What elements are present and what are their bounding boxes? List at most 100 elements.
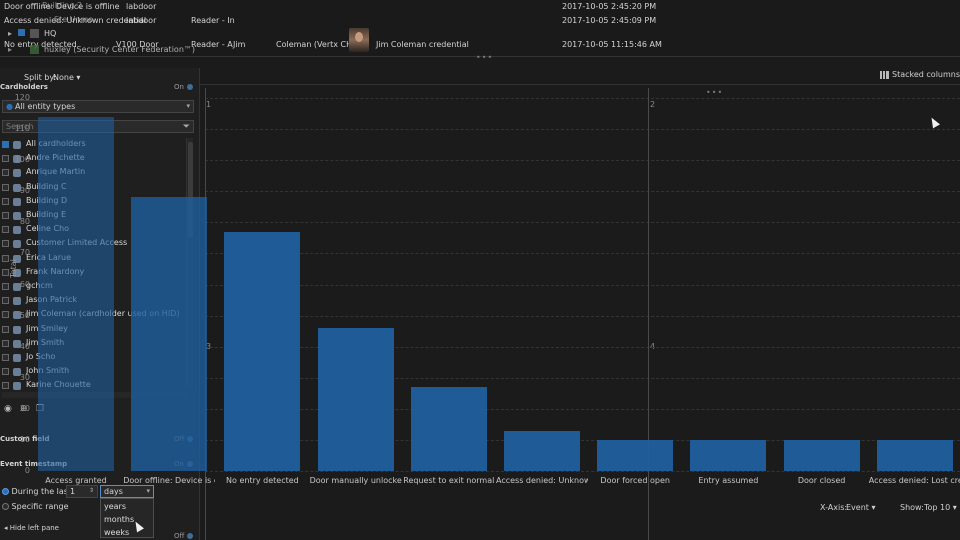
checkbox[interactable] (2, 183, 9, 191)
area-tree-item[interactable]: ▸ HQ (8, 29, 57, 38)
cardholder-icon (13, 368, 21, 377)
cardholder-icon (13, 382, 21, 391)
checkbox[interactable] (2, 354, 9, 361)
cardholders-toggle[interactable]: On (174, 83, 193, 91)
menu-item-weeks[interactable]: weeks (104, 528, 130, 537)
split-by-dropdown[interactable]: None ▾ (53, 73, 81, 82)
event-reader: Reader - A (191, 40, 233, 49)
event-time: 2017-10-05 2:45:20 PM (562, 2, 657, 11)
event-reader: Reader - In (191, 16, 235, 25)
chart-bar[interactable] (317, 328, 394, 471)
column-chart-icon (880, 70, 889, 79)
divider (200, 84, 960, 85)
chart-bar[interactable] (690, 439, 767, 471)
event-row[interactable]: No entry detected V100 Door Reader - A J… (0, 38, 960, 51)
during-last-option[interactable]: During the last (2, 487, 71, 496)
chart-bar[interactable] (876, 439, 953, 471)
chart-bar[interactable] (504, 430, 580, 471)
checkbox[interactable] (2, 197, 9, 205)
checkbox[interactable] (2, 325, 9, 333)
checkbox[interactable] (2, 339, 9, 347)
federation-icon (30, 45, 39, 54)
checkbox[interactable] (2, 155, 9, 163)
filter-icon[interactable]: ⏷ (182, 122, 190, 132)
event-row[interactable]: Access denied: Unknown credential labdoo… (0, 14, 960, 27)
footer-toggle[interactable]: Off (174, 532, 193, 540)
checkbox[interactable] (2, 382, 9, 390)
y-axis-label: Total (8, 259, 18, 278)
chart-bar[interactable] (131, 197, 208, 471)
event-door: labdoor (126, 2, 157, 11)
specific-range-option[interactable]: Specific range (2, 502, 69, 511)
chart-bar[interactable] (224, 231, 301, 471)
chart-bar[interactable] (410, 387, 487, 471)
gridline (205, 160, 960, 162)
checkbox[interactable] (2, 311, 9, 319)
event-first-name: Jim (233, 40, 246, 49)
resize-grip-icon[interactable]: ••• (476, 53, 494, 62)
expand-arrow-icon[interactable]: ▸ (8, 29, 13, 38)
cardholder-icon (13, 354, 21, 362)
expand-arrow-icon[interactable]: ▸ (8, 45, 13, 54)
y-tick-label: 0 (24, 466, 30, 475)
during-last-stepper[interactable]: 1 ⇕ (66, 485, 98, 498)
checkbox[interactable] (2, 141, 9, 148)
show-dropdown[interactable]: Top 10 ▾ (924, 503, 957, 512)
y-tick-label: 10 (19, 434, 30, 444)
area-tree-item[interactable]: ▸ huxley (Security Center Federation™) (8, 45, 196, 54)
checkbox[interactable] (2, 212, 9, 219)
x-tick-label: Door offline: Device is o... (123, 476, 215, 485)
y-tick-label: 100 (14, 155, 30, 165)
chart-bar[interactable] (38, 116, 114, 471)
cardholder-icon (13, 325, 21, 334)
radio-button[interactable] (2, 503, 9, 510)
chart-type-dropdown[interactable]: Stacked columns ▾ (880, 70, 960, 79)
cardholder-icon (13, 339, 21, 348)
event-row[interactable]: Door offline: Device is offline labdoor … (0, 0, 960, 13)
menu-item-years[interactable]: years (104, 502, 127, 511)
y-tick-label: 110 (14, 124, 30, 134)
cardholder-icon (13, 155, 21, 164)
chart-bar[interactable] (597, 439, 674, 471)
checkbox[interactable] (2, 240, 9, 248)
event-list: Door offline: Device is offline labdoor … (0, 0, 960, 56)
checkbox[interactable] (2, 268, 9, 276)
menu-item-months[interactable]: months (104, 515, 135, 524)
checkbox[interactable] (2, 226, 9, 234)
hide-left-pane-button[interactable]: ◂ Hide left pane (4, 524, 59, 532)
radio-button[interactable] (2, 488, 9, 495)
event-type: No entry detected (4, 40, 77, 49)
gridline (205, 377, 960, 379)
x-tick-label: Access denied: Lost cre... (868, 476, 960, 485)
eye-icon[interactable]: ◉ (4, 404, 12, 414)
gridline (205, 439, 960, 441)
event-last-name: Coleman (Vertx CH) (276, 40, 356, 49)
page-marker: 3 (206, 342, 212, 351)
y-tick-label: 30 (19, 372, 30, 382)
resize-grip-icon[interactable]: ••• (706, 88, 724, 97)
stepper-arrows-icon[interactable]: ⇕ (88, 487, 94, 494)
checkbox[interactable] (2, 254, 9, 262)
time-unit-dropdown[interactable]: days ▾ (100, 485, 154, 498)
checkbox[interactable] (2, 297, 9, 305)
add-icon[interactable]: ⊕ (20, 404, 28, 414)
gridline (205, 98, 960, 99)
y-tick-label: 120 (14, 93, 30, 102)
checkbox[interactable] (2, 283, 9, 290)
chevron-down-icon: ▾ (146, 487, 150, 495)
checkbox[interactable] (18, 29, 25, 36)
area-tree-item[interactable]: Ste Unmo (54, 15, 94, 24)
entity-type-filter[interactable]: ● All entity types ▾ (2, 100, 194, 113)
area-tree-item[interactable]: Building 2 (42, 1, 83, 10)
gridline (205, 315, 960, 317)
scroll-thumb[interactable] (188, 142, 193, 238)
chart-bar[interactable] (783, 439, 860, 471)
gridline (205, 191, 960, 193)
checkbox[interactable] (2, 368, 9, 376)
gridline (205, 222, 960, 224)
event-door: labdoor (126, 16, 157, 25)
x-axis-dropdown[interactable]: Event ▾ (846, 503, 876, 512)
cardholder-icon (13, 183, 21, 192)
x-tick-label: No entry detected (226, 476, 299, 485)
checkbox[interactable] (2, 169, 9, 177)
